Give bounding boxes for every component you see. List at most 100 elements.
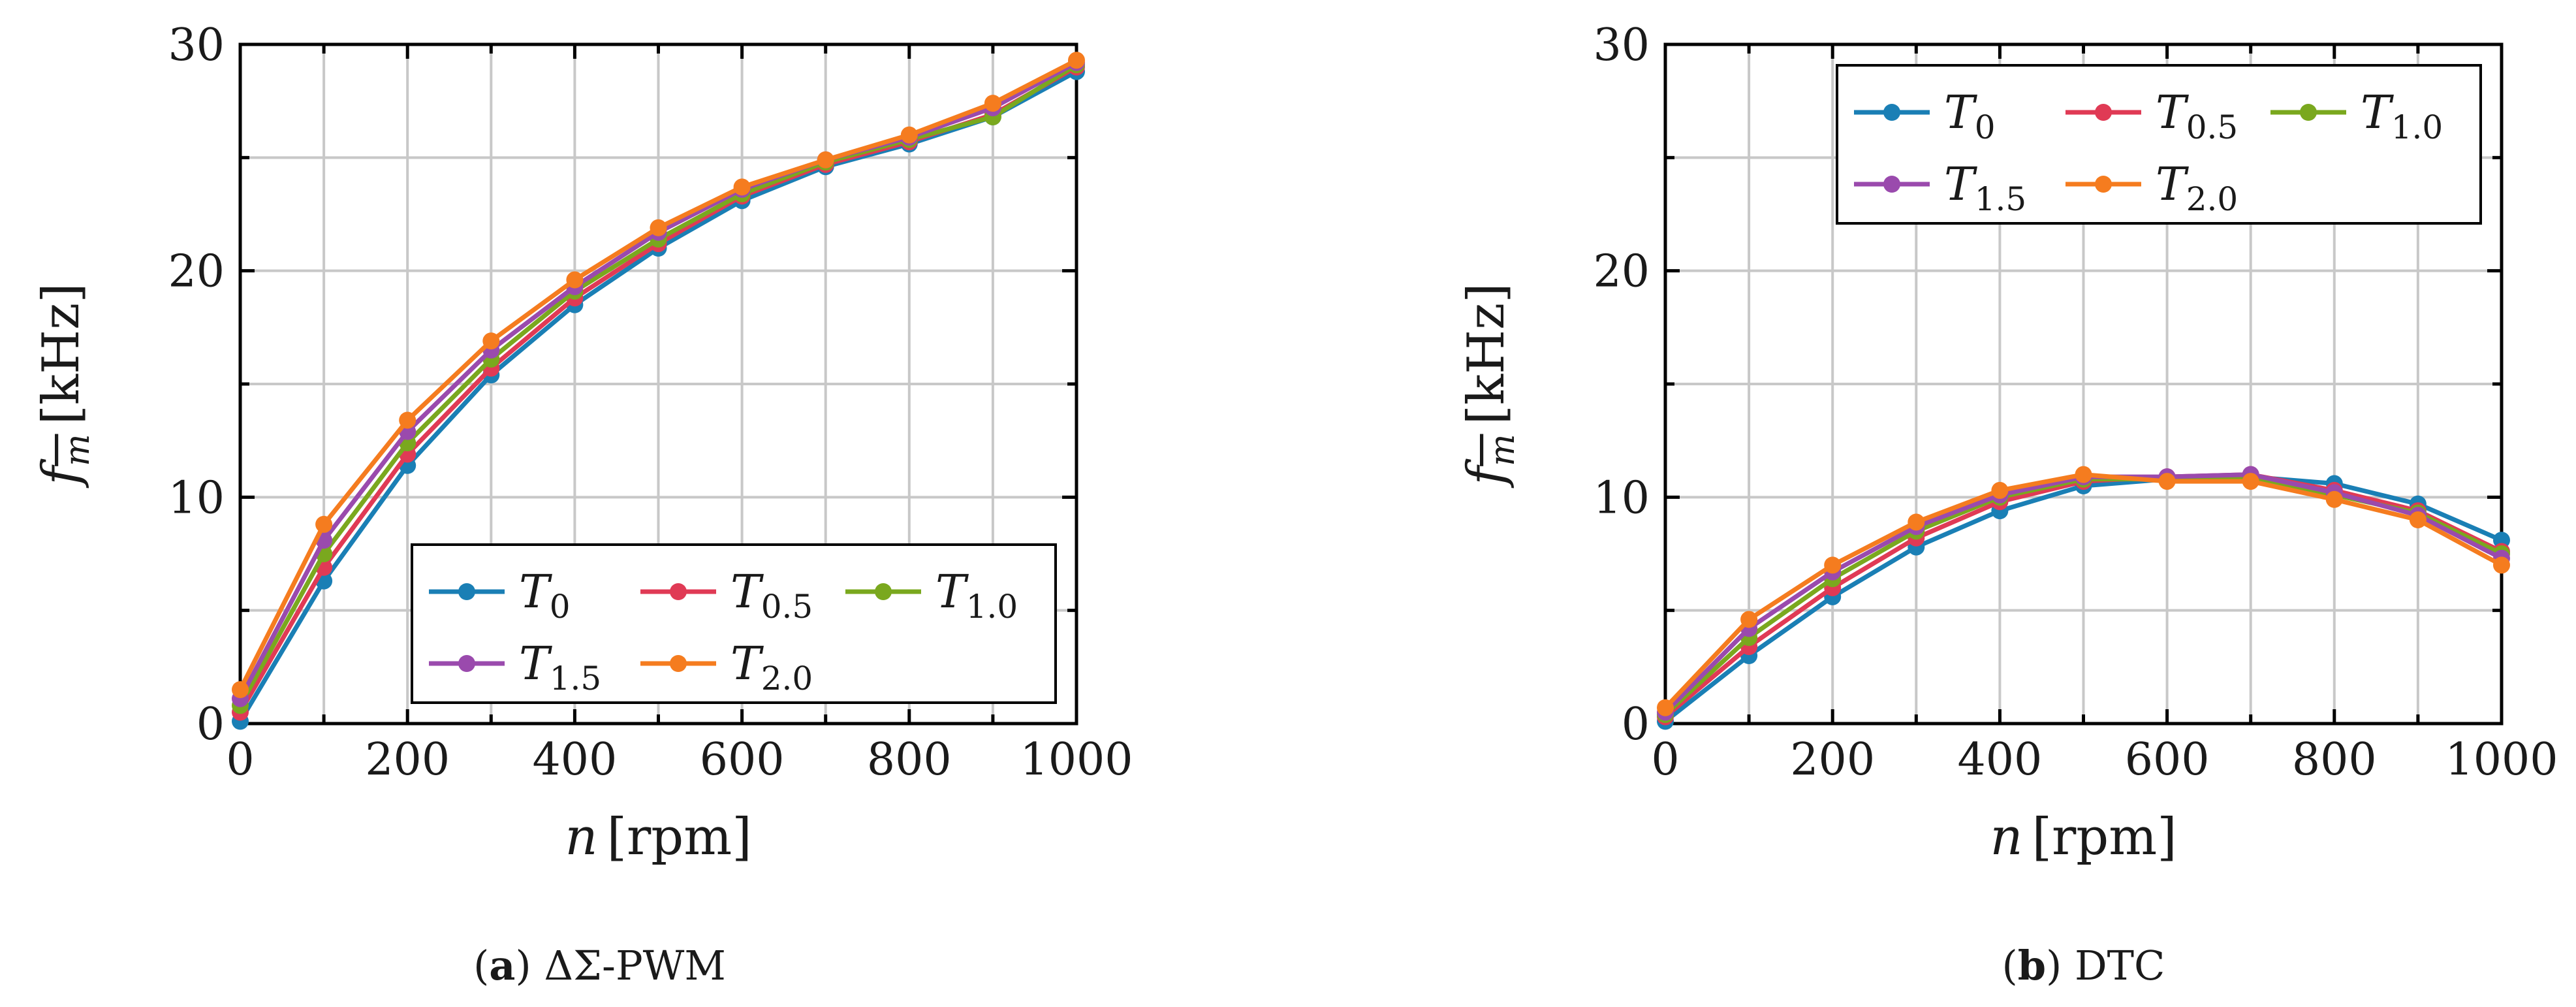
legend-box: [1836, 64, 2482, 225]
legend-subscript: 2.0: [761, 660, 813, 697]
data-point: [482, 332, 500, 350]
y-axis-unit: [kHz]: [32, 283, 91, 424]
legend-label: T0.5: [2156, 86, 2238, 146]
legend-label: T2.0: [2156, 157, 2238, 218]
legend-symbol: T: [2156, 157, 2189, 211]
x-tick-label: 200: [1790, 734, 1875, 786]
caption-paren-open: (: [2002, 942, 2018, 989]
y-axis-subscript: m: [58, 434, 97, 466]
x-tick-label: 1000: [1020, 734, 1133, 786]
data-point: [1068, 52, 1085, 69]
legend-item: T0: [429, 565, 571, 626]
legend-subscript: 0.5: [2186, 108, 2238, 146]
y-axis-subscript: m: [1483, 434, 1522, 466]
legend-item: T1.0: [845, 565, 1018, 626]
data-point: [1908, 513, 1925, 531]
panel-caption: (a) ΔΣ-PWM: [473, 942, 726, 989]
data-point: [2242, 473, 2259, 490]
legend-swatch-marker: [1883, 176, 1900, 193]
y-axis-label: fm[kHz]: [1457, 283, 1522, 488]
legend-symbol: T: [1944, 86, 1977, 139]
legend-swatch-marker: [670, 655, 687, 672]
data-point: [1824, 556, 1842, 574]
legend-symbol: T: [2361, 86, 2394, 139]
plot-frame: [238, 42, 1078, 726]
legend-symbol: T: [730, 565, 764, 618]
y-axis-label: fm[kHz]: [32, 283, 97, 488]
data-point: [399, 411, 416, 429]
legend-symbol: T: [519, 637, 552, 690]
caption-paren-open: (: [473, 942, 489, 989]
legend-swatch-marker: [1883, 104, 1900, 121]
legend-subscript: 0: [550, 588, 571, 626]
data-point: [2325, 490, 2343, 508]
legend-swatch-marker: [2095, 104, 2112, 121]
x-axis-unit: [rpm]: [2032, 808, 2177, 867]
data-point: [1740, 611, 1758, 628]
y-tick-label: 20: [1593, 246, 1650, 298]
legend-symbol: T: [730, 637, 764, 690]
data-point: [650, 219, 667, 236]
legend-item: T1.0: [2270, 86, 2443, 146]
y-tick-label: 30: [168, 20, 225, 71]
data-point: [1657, 699, 1674, 716]
legend-swatch-marker: [458, 655, 475, 672]
legend-subscript: 1.5: [1975, 180, 2027, 218]
data-point: [2493, 556, 2510, 574]
data-point: [2075, 466, 2092, 483]
x-tick-label: 0: [1651, 734, 1679, 786]
x-axis-label: n [rpm]: [1990, 808, 2176, 867]
data-point: [733, 178, 751, 196]
legend-symbol: T: [2156, 86, 2189, 139]
x-tick-label: 0: [226, 734, 254, 786]
x-tick-label: 1000: [2445, 734, 2558, 786]
x-tick-label: 600: [700, 734, 785, 786]
x-tick-label: 200: [365, 734, 450, 786]
data-point: [315, 515, 333, 533]
legend-subscript: 0: [1975, 108, 1996, 146]
x-axis-symbol: n: [1990, 808, 2022, 867]
y-tick-label: 10: [1593, 472, 1650, 524]
y-tick-label: 20: [168, 246, 225, 298]
legend-symbol: T: [935, 565, 969, 618]
legend-swatch-marker: [670, 583, 687, 600]
grid: [240, 44, 1076, 724]
data-point: [2409, 511, 2427, 528]
caption-tag: b: [2018, 942, 2046, 989]
caption-paren-close: ): [2046, 942, 2062, 989]
data-point: [900, 126, 918, 144]
legend-label: T0: [1944, 86, 1996, 146]
x-axis-label: n [rpm]: [565, 808, 751, 867]
legend-label: T1.5: [519, 637, 601, 697]
legend-item: T0: [1854, 86, 1996, 146]
legend-item: T1.5: [1854, 157, 2026, 218]
legend-item: T0.5: [2066, 86, 2238, 146]
data-point: [1991, 481, 2009, 499]
y-tick-label: 10: [168, 472, 225, 524]
legend-subscript: 1.0: [966, 588, 1018, 626]
data-point: [984, 95, 1001, 112]
series-4: [1657, 466, 2510, 716]
legend-swatch-marker: [2095, 176, 2112, 193]
legend-label: T0: [519, 565, 571, 626]
x-tick-label: 400: [1958, 734, 2043, 786]
legend-swatch-marker: [875, 583, 892, 600]
legend-label: T1.0: [935, 565, 1018, 626]
x-tick-label: 800: [2292, 734, 2377, 786]
caption-tag: a: [489, 942, 515, 989]
y-tick-label: 0: [1622, 699, 1650, 750]
legend-box: [411, 543, 1057, 704]
x-tick-label: 400: [533, 734, 618, 786]
legend-symbol: T: [519, 565, 552, 618]
series-4: [232, 52, 1085, 698]
legend-item: T2.0: [2066, 157, 2238, 218]
legend-swatch-marker: [458, 583, 475, 600]
legend-swatch-marker: [2300, 104, 2317, 121]
legend-label: T1.5: [1944, 157, 2026, 218]
legend-label: T1.0: [2361, 86, 2443, 146]
plot-frame: [1663, 42, 2504, 726]
legend-subscript: 2.0: [2186, 180, 2238, 218]
